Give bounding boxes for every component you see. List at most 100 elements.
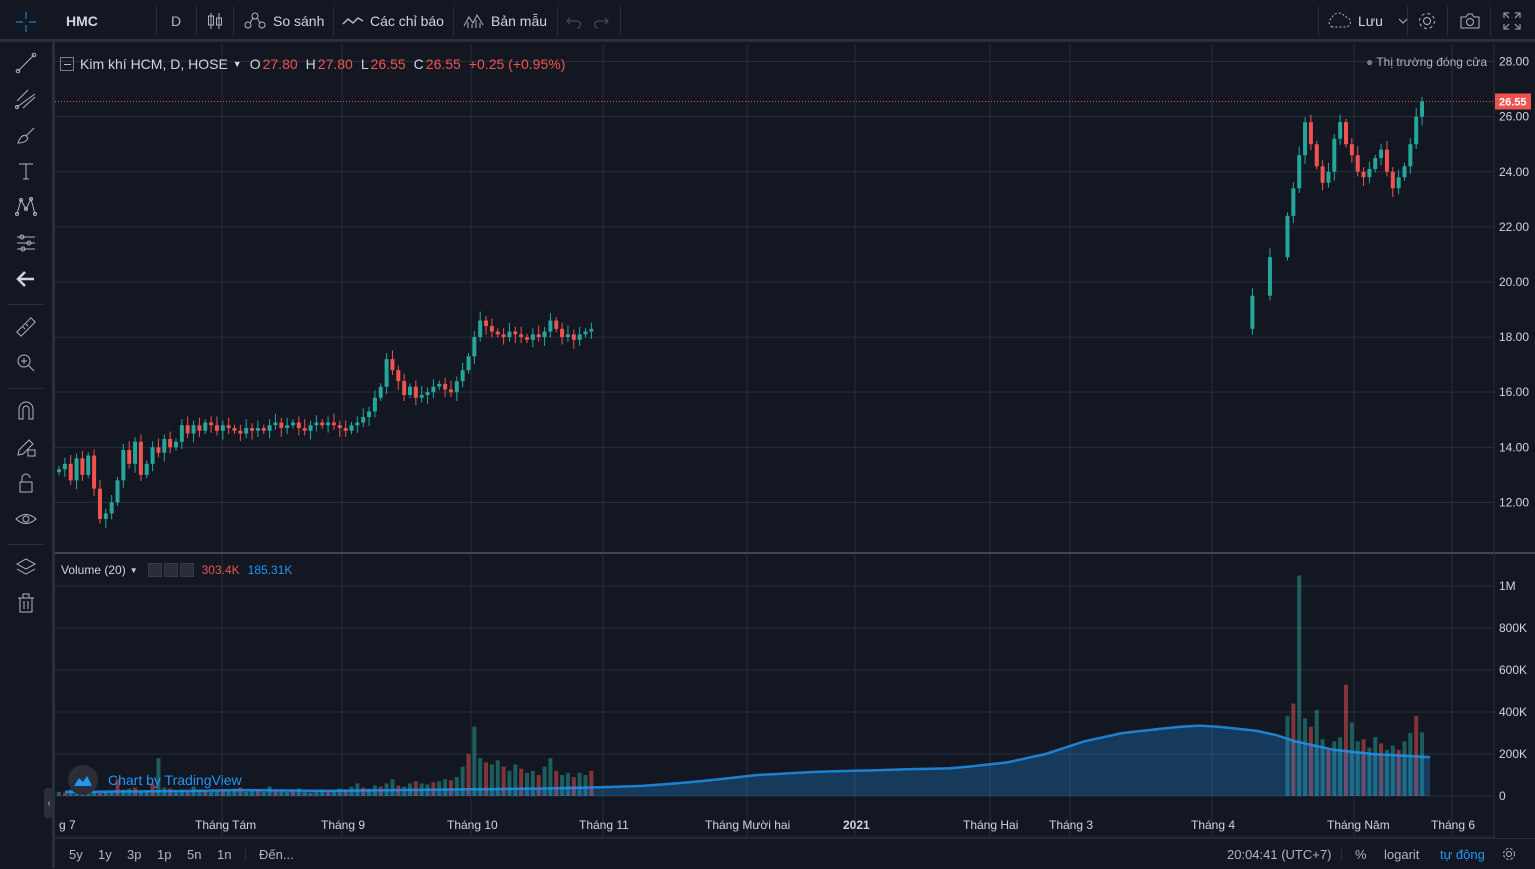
percent-toggle[interactable]: %: [1355, 839, 1367, 869]
time-tick-label: Tháng Mười hai: [705, 818, 790, 832]
trendline-tool[interactable]: [8, 48, 44, 78]
candle-body: [62, 463, 67, 470]
goto-date-button[interactable]: Đến...: [259, 839, 294, 869]
compare-button[interactable]: So sánh: [243, 0, 324, 42]
candle-body: [525, 337, 529, 340]
close-key: C: [413, 56, 424, 72]
volume-bar: [448, 780, 453, 796]
chart-canvas[interactable]: 28.00 26.00 24.00 22.00 20.00 18.00 16.00 14.00…: [55, 45, 1535, 838]
clock[interactable]: 20:04:41 (UTC+7): [1227, 839, 1331, 869]
eye-icon[interactable]: [147, 563, 162, 577]
high-key: H: [305, 56, 316, 72]
volume-bar: [273, 790, 278, 796]
chart-type-button[interactable]: [205, 0, 225, 42]
undo-icon: [566, 17, 581, 29]
candle-body: [1402, 166, 1407, 178]
candle-body: [513, 331, 518, 335]
sidebar-divider: [8, 304, 44, 305]
templates-button[interactable]: Bản mẫu: [463, 0, 547, 42]
candle-body: [138, 441, 143, 475]
volume-bar: [1402, 741, 1407, 796]
trendline-icon: [15, 52, 37, 74]
volume-bar: [589, 770, 594, 796]
zoom-icon: [17, 354, 35, 372]
stay-drawing-tool[interactable]: [8, 432, 44, 462]
range-1n[interactable]: 1n: [217, 839, 231, 869]
volume-title[interactable]: Volume (20): [61, 563, 126, 577]
undo-button[interactable]: [566, 0, 582, 42]
fullscreen-button[interactable]: [1502, 0, 1522, 42]
range-3p[interactable]: 3p: [127, 839, 141, 869]
range-5y[interactable]: 5y: [69, 839, 83, 869]
symbol-title[interactable]: Kim khí HCM, D, HOSE: [80, 56, 228, 72]
interval-button[interactable]: D: [171, 0, 181, 42]
hide-tool[interactable]: [8, 504, 44, 534]
symbol-legend: Kim khí HCM, D, HOSE ▼ O 27.80 H 27.80 L 26…: [60, 54, 565, 74]
collapse-legend-button[interactable]: [60, 57, 74, 71]
tradingview-logo-icon: [68, 765, 98, 795]
crosshair-icon: [16, 12, 36, 32]
chart-settings-button[interactable]: [1501, 839, 1517, 869]
zoom-tool[interactable]: [8, 348, 44, 378]
gear-icon[interactable]: [163, 563, 178, 577]
caret-down-icon[interactable]: ▼: [232, 59, 242, 69]
candle-body: [530, 334, 535, 340]
volume-bar: [1384, 749, 1389, 796]
candle-body: [501, 334, 506, 338]
layers-icon: [15, 558, 37, 575]
candle-body: [244, 428, 249, 434]
log-toggle[interactable]: logarit: [1384, 839, 1419, 869]
back-tool[interactable]: [8, 264, 44, 294]
redo-button[interactable]: [593, 0, 609, 42]
range-5n[interactable]: 5n: [187, 839, 201, 869]
settings-button[interactable]: [1416, 0, 1438, 42]
volume-tick-label: 200K: [1499, 747, 1527, 761]
volume-bar: [244, 791, 249, 796]
candle-body: [203, 422, 208, 431]
candle-body: [384, 359, 389, 387]
volume-bar: [484, 762, 489, 796]
time-tick-label: Tháng 6: [1431, 818, 1475, 832]
candle-body: [144, 463, 149, 475]
fib-tool[interactable]: [8, 84, 44, 114]
volume-bar: [466, 754, 471, 796]
brush-tool[interactable]: [8, 120, 44, 150]
pattern-tool[interactable]: [8, 192, 44, 222]
crosshair-tool[interactable]: [8, 7, 44, 37]
price-tick-label: 20.00: [1499, 275, 1529, 289]
prediction-tool[interactable]: [8, 228, 44, 258]
magnet-tool[interactable]: [8, 396, 44, 426]
text-tool[interactable]: [8, 156, 44, 186]
volume-tick-label: 1M: [1499, 579, 1516, 593]
candle-body: [460, 370, 465, 382]
time-axis: g 7 Tháng Tám Tháng 9 Tháng 10 Tháng 11 Tháng…: [59, 818, 1475, 832]
close-icon[interactable]: [179, 563, 194, 577]
toolbar-divider: [453, 6, 454, 36]
lock-tool[interactable]: [8, 468, 44, 498]
candle-body: [326, 422, 331, 426]
save-button[interactable]: Lưu: [1326, 0, 1409, 42]
candle-body: [402, 381, 407, 395]
chart-grid: [55, 45, 1494, 837]
remove-tool[interactable]: [8, 588, 44, 618]
tradingview-watermark[interactable]: Chart by TradingView: [68, 765, 242, 795]
caret-down-icon[interactable]: ▼: [129, 565, 138, 575]
market-status: ● Thị trường đóng cửa: [1365, 55, 1487, 69]
collapse-toolbar-button[interactable]: ‹: [44, 788, 54, 818]
object-tree-tool[interactable]: [8, 552, 44, 582]
screenshot-button[interactable]: [1459, 0, 1481, 42]
range-1y[interactable]: 1y: [98, 839, 112, 869]
chart-area[interactable]: 28.00 26.00 24.00 22.00 20.00 18.00 16.00 14.00…: [55, 45, 1535, 868]
indicators-button[interactable]: Các chỉ báo: [342, 0, 444, 42]
volume-bar: [57, 791, 61, 796]
volume-bar: [361, 787, 366, 796]
auto-toggle[interactable]: tự động: [1440, 839, 1485, 869]
volume-bar: [1390, 745, 1395, 796]
open-value: 27.80: [262, 56, 298, 72]
range-1p[interactable]: 1p: [157, 839, 171, 869]
candle-body: [1326, 171, 1331, 183]
measure-tool[interactable]: [8, 312, 44, 342]
candle-body: [542, 331, 547, 338]
range-label: 1p: [157, 846, 172, 862]
symbol-search[interactable]: HMC: [66, 0, 98, 42]
